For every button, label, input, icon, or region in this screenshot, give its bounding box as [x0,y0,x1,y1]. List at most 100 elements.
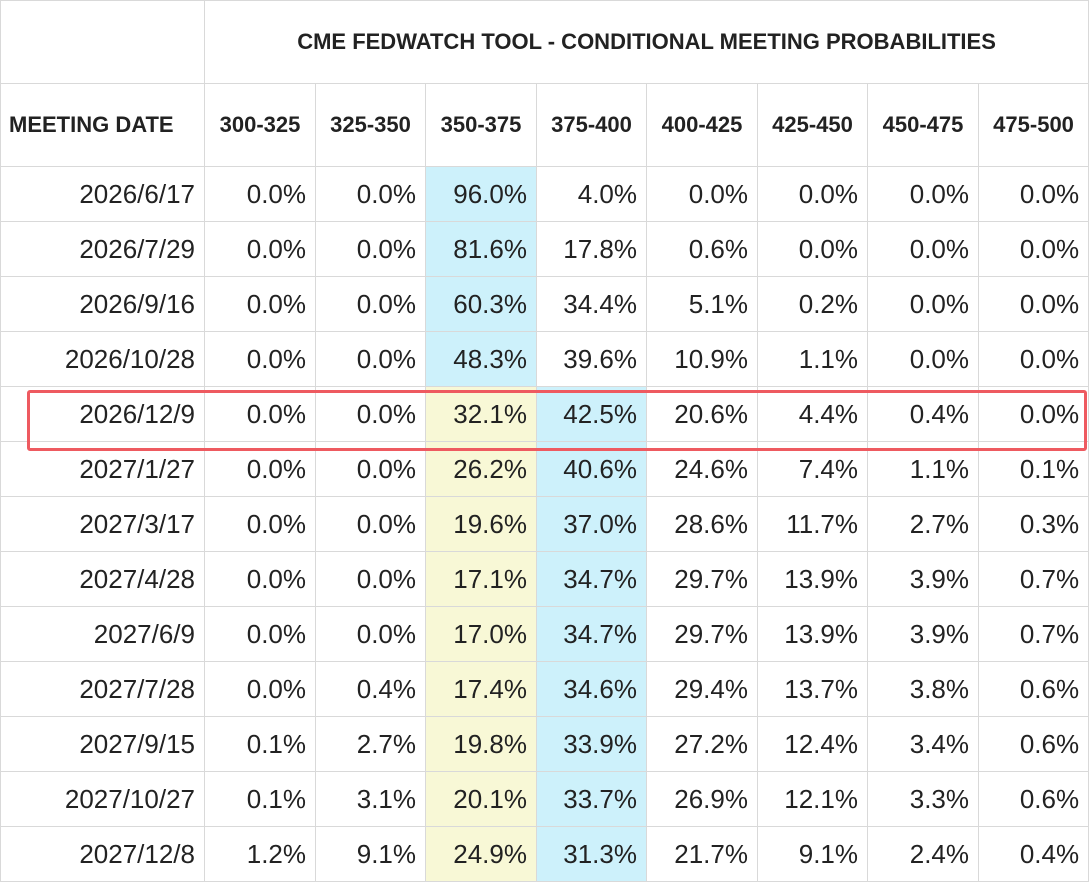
meeting-date-cell: 2027/1/27 [0,441,205,497]
probability-cell: 2.7% [315,716,426,772]
probability-cell: 0.0% [204,606,316,662]
meeting-date-cell: 2027/3/17 [0,496,205,552]
table-row: 2027/4/28 0.0% 0.0% 17.1% 34.7% 29.7% 13.9% 3.9… [0,551,1090,607]
probability-cell: 0.6% [646,221,758,277]
probability-cell: 0.0% [867,166,979,222]
corner-cell [0,0,205,84]
probability-cell: 19.8% [425,716,537,772]
table-row: 2027/3/17 0.0% 0.0% 19.6% 37.0% 28.6% 11.7% 2.7… [0,496,1090,552]
probability-cell: 27.2% [646,716,758,772]
meeting-date-cell: 2026/6/17 [0,166,205,222]
header-row: MEETING DATE 300-325 325-350 350-375 375-40… [0,83,1090,167]
probability-cell: 0.0% [315,606,426,662]
probability-cell: 28.6% [646,496,758,552]
table-body: 2026/6/17 0.0% 0.0% 96.0% 4.0% 0.0% 0.0% 0.0% 0.… [0,166,1090,882]
probability-cell: 0.0% [315,386,426,442]
probability-cell: 9.1% [757,826,868,882]
probability-cell: 0.0% [977,331,1090,387]
probability-cell: 0.6% [977,716,1090,772]
meeting-date-cell: 2027/9/15 [0,716,205,772]
table-row: 2027/10/27 0.1% 3.1% 20.1% 33.7% 26.9% 12.1% 3.… [0,771,1090,827]
probability-cell: 21.7% [646,826,758,882]
probability-cell: 0.0% [977,386,1090,442]
probability-cell: 37.0% [536,496,647,552]
probability-cell: 0.0% [204,221,316,277]
meeting-date-cell: 2027/12/8 [0,826,205,882]
probability-cell: 19.6% [425,496,537,552]
probability-cell: 0.1% [204,771,316,827]
probability-cell: 0.0% [315,331,426,387]
table-row: 2026/7/29 0.0% 0.0% 81.6% 17.8% 0.6% 0.0% 0.0% 0… [0,221,1090,277]
probability-cell: 9.1% [315,826,426,882]
probability-cell: 17.4% [425,661,537,717]
table-row: 2027/9/15 0.1% 2.7% 19.8% 33.9% 27.2% 12.4% 3.4… [0,716,1090,772]
probability-cell: 13.9% [757,606,868,662]
probability-cell: 0.1% [204,716,316,772]
probability-cell: 2.4% [867,826,979,882]
probability-cell: 0.4% [977,826,1090,882]
probability-cell: 0.0% [315,166,426,222]
probability-cell: 3.4% [867,716,979,772]
probability-cell: 0.0% [867,276,979,332]
probability-cell: 0.0% [204,496,316,552]
probability-cell: 24.9% [425,826,537,882]
probability-cell: 29.7% [646,606,758,662]
title-row: CME FEDWATCH TOOL - CONDITIONAL MEETING … [0,0,1090,84]
probability-cell: 0.4% [315,661,426,717]
table-row: 2027/7/28 0.0% 0.4% 17.4% 34.6% 29.4% 13.7% 3.8… [0,661,1090,717]
meeting-date-cell: 2027/6/9 [0,606,205,662]
probability-cell: 3.3% [867,771,979,827]
probability-cell: 60.3% [425,276,537,332]
probability-cell: 17.0% [425,606,537,662]
table-row: 2026/6/17 0.0% 0.0% 96.0% 4.0% 0.0% 0.0% 0.0% 0.… [0,166,1090,222]
probability-cell: 33.9% [536,716,647,772]
probability-cell: 26.2% [425,441,537,497]
probability-cell: 31.3% [536,826,647,882]
probability-cell: 13.9% [757,551,868,607]
range-header-450-475: 450-475 [867,83,979,167]
probability-cell: 0.4% [867,386,979,442]
range-header-300-325: 300-325 [204,83,316,167]
table-row: 2026/12/9 0.0% 0.0% 32.1% 42.5% 20.6% 4.4% 0.4%… [0,386,1090,442]
probability-cell: 2.7% [867,496,979,552]
probability-cell: 0.0% [204,276,316,332]
probability-cell: 81.6% [425,221,537,277]
probability-cell: 20.1% [425,771,537,827]
probability-cell: 0.0% [757,166,868,222]
meeting-date-header: MEETING DATE [0,83,205,167]
meeting-date-cell: 2026/10/28 [0,331,205,387]
table-row: 2027/1/27 0.0% 0.0% 26.2% 40.6% 24.6% 7.4% 1.1%… [0,441,1090,497]
probability-cell: 0.0% [867,331,979,387]
probability-cell: 96.0% [425,166,537,222]
probability-cell: 42.5% [536,386,647,442]
probability-cell: 0.0% [204,386,316,442]
probability-cell: 0.0% [757,221,868,277]
range-header-400-425: 400-425 [646,83,758,167]
probability-cell: 0.0% [977,166,1090,222]
table-row: 2026/9/16 0.0% 0.0% 60.3% 34.4% 5.1% 0.2% 0.0% 0… [0,276,1090,332]
table-row: 2027/12/8 1.2% 9.1% 24.9% 31.3% 21.7% 9.1% 2.4%… [0,826,1090,882]
probability-cell: 48.3% [425,331,537,387]
probability-cell: 0.1% [977,441,1090,497]
probability-cell: 24.6% [646,441,758,497]
probability-cell: 7.4% [757,441,868,497]
probability-cell: 0.6% [977,771,1090,827]
probability-cell: 0.0% [315,441,426,497]
probability-cell: 11.7% [757,496,868,552]
meeting-date-cell: 2027/4/28 [0,551,205,607]
probability-cell: 26.9% [646,771,758,827]
probability-cell: 1.2% [204,826,316,882]
probability-cell: 0.0% [315,551,426,607]
probability-cell: 0.0% [204,331,316,387]
probability-cell: 34.7% [536,551,647,607]
probability-cell: 40.6% [536,441,647,497]
probability-cell: 29.7% [646,551,758,607]
probability-cell: 0.0% [646,166,758,222]
probability-cell: 17.1% [425,551,537,607]
probability-cell: 0.7% [977,606,1090,662]
range-header-350-375: 350-375 [425,83,537,167]
probability-cell: 0.0% [204,661,316,717]
probability-cell: 0.0% [204,166,316,222]
probability-cell: 20.6% [646,386,758,442]
